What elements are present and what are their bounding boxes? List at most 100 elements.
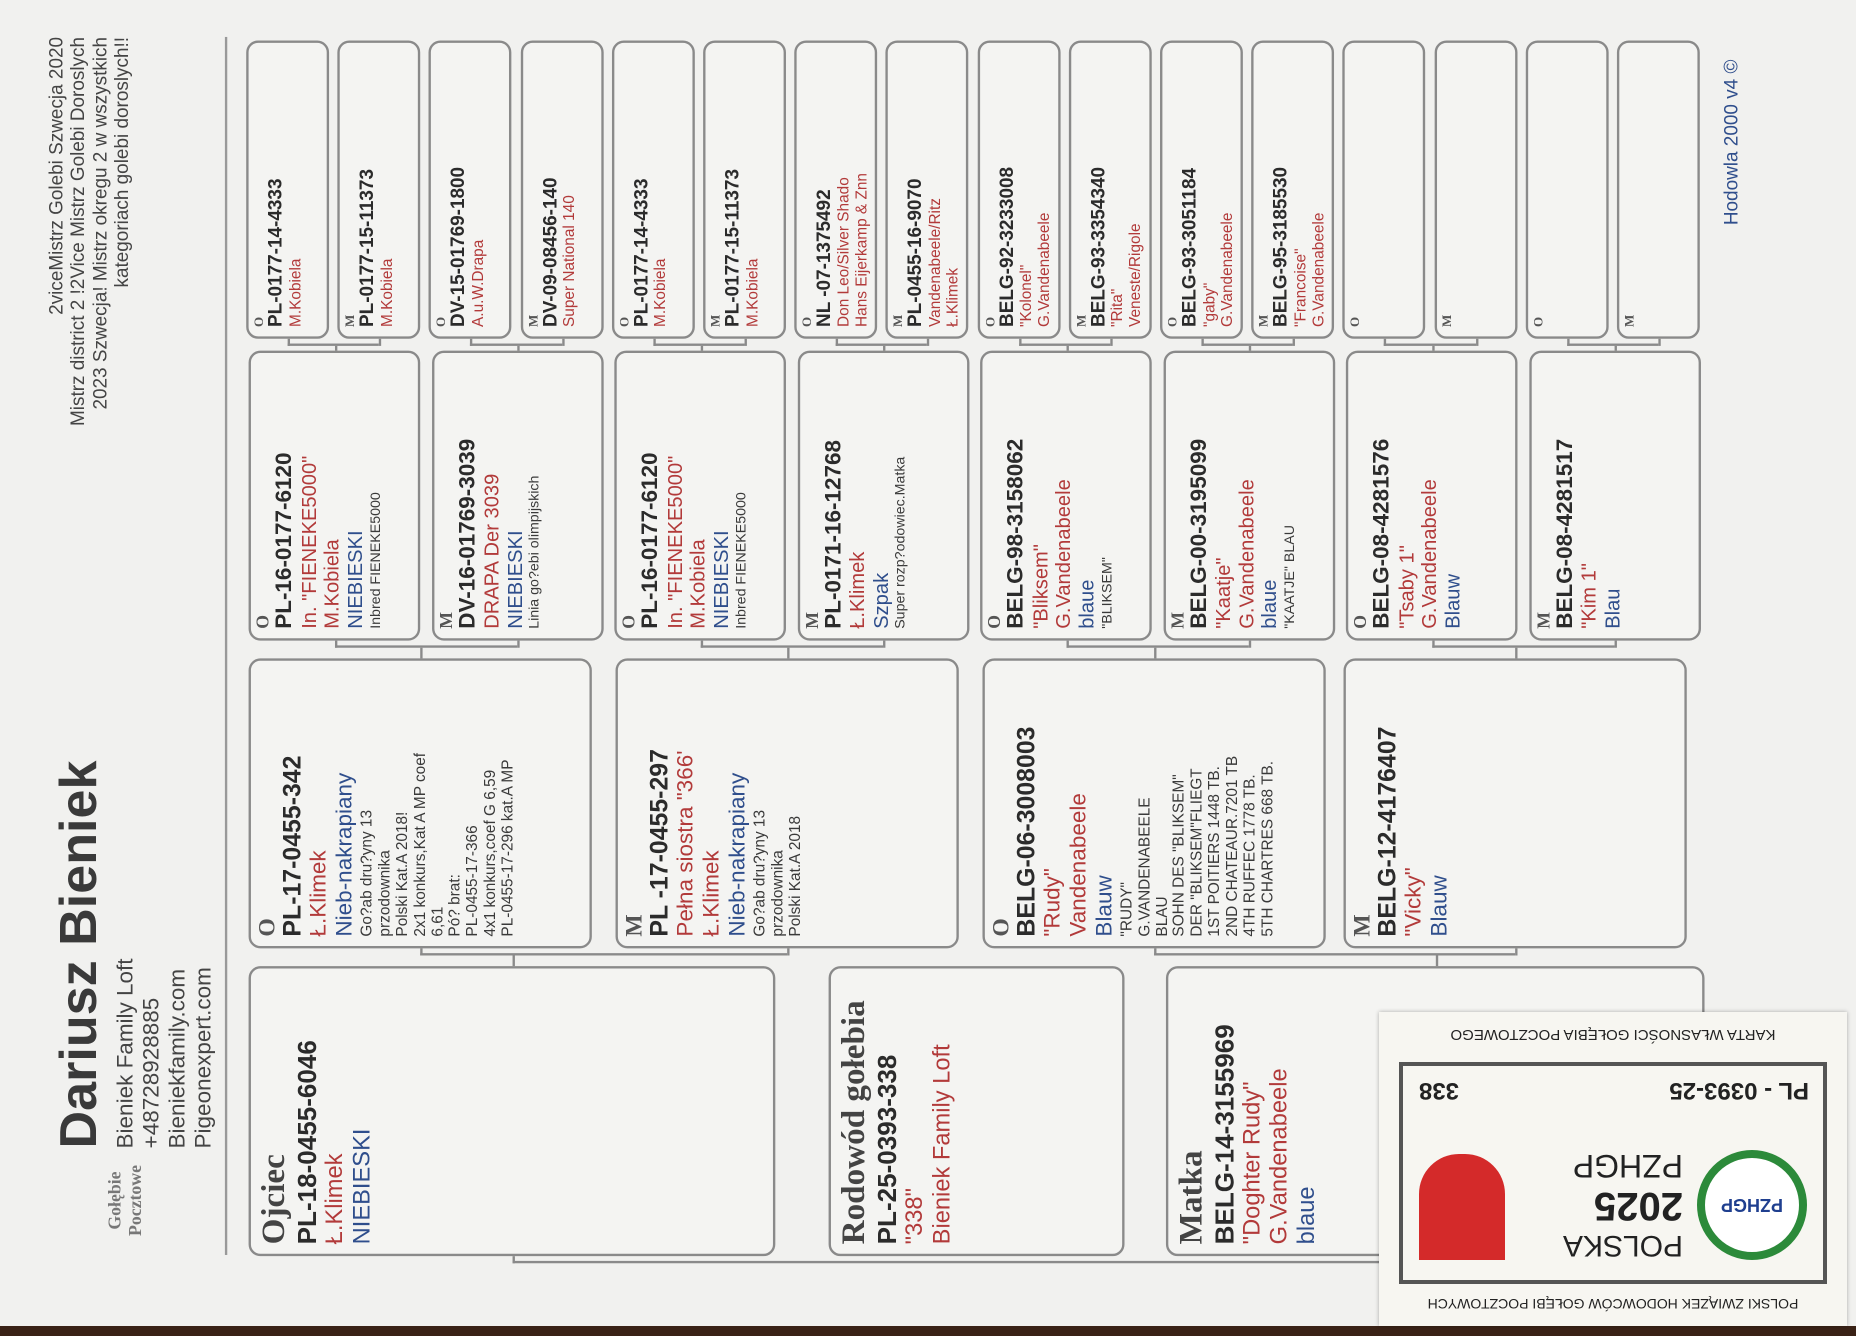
achievement-line: Mistrz district 2 !2Vice Mistrz Golebi D… bbox=[69, 36, 90, 426]
ring-number: BELG-00-3195099 bbox=[1186, 438, 1212, 629]
pigeon-box: M PL-0177-15-11373 M.Kobiela bbox=[337, 40, 421, 339]
pigeon-info: Pełna siostra "366' bbox=[673, 750, 699, 937]
contact: Bieniek Family Loft +48728928885 Bieniek… bbox=[114, 958, 217, 1148]
contact-line: Bieniekfamily.com bbox=[165, 968, 191, 1149]
pigeon-info: NIEBIESKI bbox=[504, 530, 527, 629]
sex-mark: O bbox=[620, 614, 640, 629]
connector bbox=[1065, 345, 1069, 351]
pigeon-info: Ł.Klimek bbox=[306, 850, 332, 937]
connector bbox=[1110, 338, 1113, 346]
ring-number: DV-16-01769-3039 bbox=[455, 438, 480, 629]
pigeon-info: Ł.Klimek bbox=[322, 1153, 349, 1245]
connector bbox=[1475, 338, 1478, 346]
ring-number: BELG-95-3185530 bbox=[1271, 166, 1292, 327]
parent-label: Matka bbox=[1173, 1150, 1210, 1245]
connector bbox=[744, 338, 747, 346]
pigeon-info: 1ST POITIERS 1448 TB. bbox=[1205, 766, 1224, 937]
connector bbox=[927, 338, 930, 346]
pigeon-info: SOHN DES "BLIKSEM" bbox=[1170, 774, 1188, 937]
ring-number: PL-17-0455-342 bbox=[279, 755, 307, 937]
pigeon-box: O BELG-06-3008003 "Rudy" Vandenabeele Blauw "… bbox=[982, 658, 1326, 949]
pigeon-info: Veneste/Rigole bbox=[1126, 223, 1144, 327]
pigeon-info: "KAATJE" BLAU bbox=[1280, 525, 1298, 629]
ring-number: NL -07-1375492 bbox=[814, 189, 835, 327]
pigeon-info: Polski Kat.A 2018! bbox=[392, 811, 411, 937]
ring-number: DV-15-01769-1800 bbox=[449, 166, 470, 327]
connector bbox=[700, 640, 703, 648]
pigeon-box: O bbox=[1342, 40, 1426, 339]
ring-number: BELG-93-3051184 bbox=[1180, 167, 1201, 327]
pigeon-info: Bieniek Family Loft bbox=[929, 1044, 956, 1245]
connector bbox=[334, 640, 337, 648]
connector bbox=[1018, 338, 1022, 346]
pigeon-box: O PL-16-0177-6120 In. "FIENEKE5000" M.Kobie… bbox=[248, 350, 421, 641]
sex-mark: M bbox=[1622, 314, 1638, 327]
connector bbox=[1018, 343, 1111, 346]
pigeon-info: NIEBIESKI bbox=[344, 530, 367, 629]
pigeon-info: blaue bbox=[1294, 1186, 1321, 1245]
sex-mark: O bbox=[1348, 316, 1363, 327]
pigeon-info: DER "BLIKSEM"FLIEGT bbox=[1187, 768, 1206, 937]
pigeon-info: In. "FIENEKE5000" bbox=[298, 455, 321, 629]
connector bbox=[653, 343, 745, 346]
pigeon-info: blaue bbox=[1258, 579, 1282, 629]
pigeon-info: G.Vandenabeele bbox=[1266, 1068, 1293, 1245]
ring-number: DV-09-08456-140 bbox=[540, 177, 561, 327]
ring-number: BELG-93-3354340 bbox=[1088, 166, 1109, 327]
connector bbox=[470, 343, 562, 346]
sex-mark: M bbox=[343, 314, 358, 327]
pigeon-info: PL-0455-17-296 kat.A MP bbox=[498, 759, 517, 937]
connector bbox=[653, 338, 656, 346]
ring-number: BELG-06-3008003 bbox=[1013, 726, 1041, 937]
card-frame: PZHGP POLSKA 2025 PZHGP PL - 0393-25 338 bbox=[1399, 1062, 1827, 1284]
parent-label: Ojciec bbox=[255, 1154, 293, 1245]
connector bbox=[470, 338, 473, 346]
ring-number: PL-16-0177-6120 bbox=[272, 452, 298, 629]
pigeon-box: O PL-16-0177-6120 In. "FIENEKE5000" M.Kobie… bbox=[614, 350, 786, 641]
achievement-line: 2023 Szwecja! Mistrz okregu 2 w wszystki… bbox=[90, 36, 112, 410]
pigeon-info: Super rozp?odowiec.Matka bbox=[891, 456, 909, 629]
pigeon-info: In. "FIENEKE5000" bbox=[663, 455, 687, 629]
footer: Hodowla 2000 v4 © bbox=[1722, 59, 1743, 226]
pigeon-box: Ojciec PL-18-0455-6046 Ł.Klimek NIEBIESKI bbox=[248, 966, 776, 1257]
sex-mark: M bbox=[1074, 314, 1089, 327]
pigeon-info: Vandenabeele/Ritz bbox=[925, 198, 944, 327]
connector bbox=[1154, 647, 1157, 659]
pigeon-box: O PL-0177-14-4333 M.Kobiela bbox=[246, 40, 330, 339]
connector bbox=[700, 345, 703, 351]
sex-mark: M bbox=[803, 612, 823, 629]
pigeon-info: "RUDY" bbox=[1116, 882, 1135, 937]
connector bbox=[511, 1260, 1436, 1264]
pigeon-info: "Doghter Rudy" bbox=[1239, 1081, 1266, 1245]
connector bbox=[883, 640, 886, 648]
pigeon-box: M BELG-12-4176407 "Vicky" Blauw bbox=[1343, 658, 1687, 949]
pigeon-info: Nieb-nakrapiany bbox=[725, 772, 751, 937]
pigeon-box: O PL-0177-14-4333 M.Kobiela bbox=[611, 40, 695, 339]
sex-mark: O bbox=[1165, 316, 1181, 327]
connector bbox=[787, 948, 790, 956]
pigeon-box: M bbox=[1616, 40, 1700, 339]
sex-mark: O bbox=[254, 918, 281, 937]
pigeon-info: Inbred FIENEKE5000 bbox=[366, 492, 383, 629]
connector bbox=[1431, 640, 1435, 648]
pigeon-box: O PL-17-0455-342 Ł.Klimek Nieb-nakrapiany Go… bbox=[248, 658, 592, 949]
connector bbox=[1248, 345, 1252, 351]
pigeon-info: BLAU bbox=[1152, 896, 1171, 937]
pigeon-info: Go?ab dru?yny 13 bbox=[750, 809, 768, 937]
sex-mark: O bbox=[1351, 614, 1371, 629]
connector bbox=[1614, 640, 1617, 648]
connector bbox=[517, 345, 520, 351]
ring-number: BELG-12-4176407 bbox=[1374, 726, 1402, 937]
pigeon-info: 5TH CHARTRES 668 TB. bbox=[1258, 760, 1277, 937]
pigeon-box: M PL-0171-16-12768 Ł.Klimek Szpak Super rozp… bbox=[797, 350, 969, 641]
ring-number: PL-0177-14-4333 bbox=[266, 178, 287, 327]
pigeon-box: O DV-15-01769-1800 A.u.W.Drapa bbox=[428, 40, 512, 339]
achievement-line: kategoriach golebi doroslych!! bbox=[112, 36, 133, 288]
pigeon-box: O BELG-98-3158062 "Bliksem" G.Vandenabeele b… bbox=[980, 350, 1152, 641]
connector bbox=[1614, 345, 1617, 351]
pigeon-box: M PL-0455-16-9070 Vandenabeele/Ritz Ł.Klime… bbox=[885, 40, 969, 339]
connector bbox=[379, 338, 382, 346]
connector bbox=[334, 645, 518, 648]
sex-mark: O bbox=[986, 614, 1005, 629]
